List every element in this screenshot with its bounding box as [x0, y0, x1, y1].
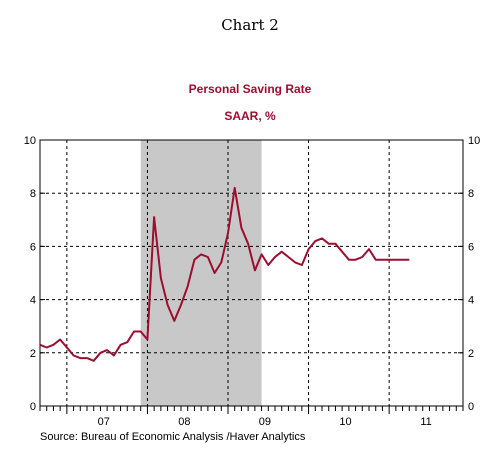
- y-tick-label-right: 2: [468, 348, 474, 360]
- x-year-label: 11: [420, 416, 431, 428]
- plot-frame: [39, 139, 464, 407]
- y-tick-label-right: 8: [468, 188, 474, 200]
- recession-shading: [140, 140, 262, 406]
- chart-subtitle: Personal Saving Rate: [189, 82, 312, 96]
- saving-rate-line: [39, 186, 410, 362]
- y-tick-label-right: 6: [468, 241, 474, 253]
- plot-area: 0 0 2 2 4 4 6 6 8 8 10 10 07 08 09 10 11: [24, 135, 481, 428]
- x-year-label: 07: [98, 416, 110, 428]
- chart-title: Chart 2: [221, 16, 279, 34]
- source-note: Source: Bureau of Economic Analysis /Hav…: [40, 431, 306, 443]
- y-tick-label-right: 0: [468, 401, 474, 413]
- chart-subtitle-units: SAAR, %: [224, 109, 276, 123]
- x-year-label: 10: [339, 416, 351, 428]
- x-year-label: 08: [178, 416, 190, 428]
- y-tick-label-left: 10: [24, 135, 36, 147]
- y-tick-label-right: 10: [468, 135, 480, 147]
- y-tick-label-left: 8: [30, 188, 36, 200]
- y-tick-label-left: 6: [30, 241, 36, 253]
- y-tick-label-left: 2: [30, 348, 36, 360]
- y-tick-label-left: 0: [30, 401, 36, 413]
- y-tick-label-right: 4: [468, 295, 474, 307]
- y-tick-label-left: 4: [30, 295, 36, 307]
- x-year-label: 09: [259, 416, 271, 428]
